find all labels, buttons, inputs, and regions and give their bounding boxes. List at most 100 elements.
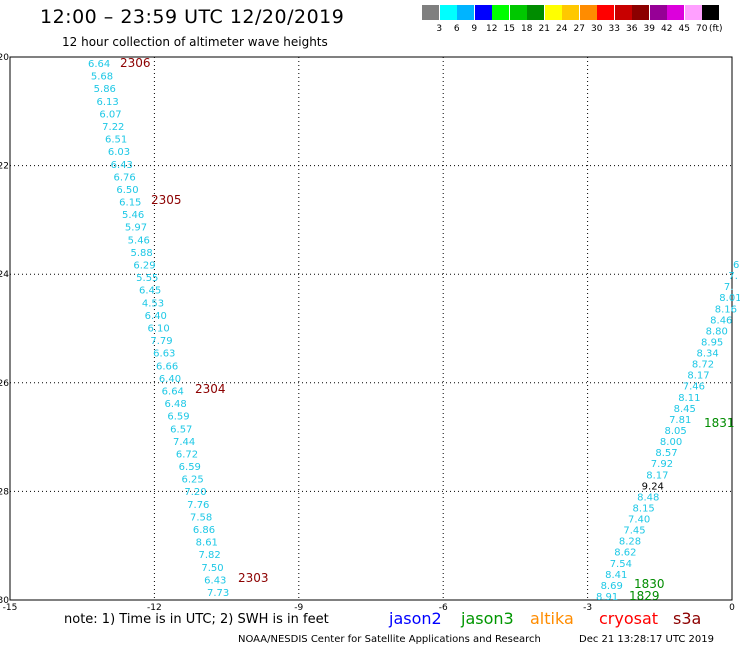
scale-swatch	[527, 5, 544, 20]
swh-value-label: 8.34	[696, 349, 718, 360]
swh-value-label: 8.15	[633, 503, 655, 514]
scale-label: 33	[608, 24, 620, 34]
scale-label: 39	[643, 24, 655, 34]
swh-value-label: 6.45	[139, 286, 161, 297]
swh-value-label: 5.97	[125, 223, 147, 234]
swh-value-label: 8.91	[596, 592, 618, 603]
swh-value-label: 7.45	[623, 526, 645, 537]
swh-value-label: 7.79	[150, 336, 172, 347]
lat-tick-label: -24	[0, 270, 9, 280]
swh-value-label: 6.72	[176, 449, 198, 460]
swh-value-label: 6.43	[204, 575, 226, 586]
scale-label: 30	[591, 24, 603, 34]
swh-value-label: 6.40	[159, 374, 181, 385]
map-title: 12:00 – 23:59 UTC 12/20/2019	[40, 6, 345, 28]
swh-value-label: 6.48	[165, 399, 187, 410]
swh-value-label: 7.58	[190, 512, 212, 523]
legend-jason2: jason2	[389, 609, 442, 628]
swh-value-label: 6.66	[156, 361, 178, 372]
swh-value-label: 5.86	[94, 84, 116, 95]
swh-value-label: 7.20	[184, 487, 206, 498]
swh-value-label: 6.29	[133, 261, 155, 272]
scale-label: 42	[661, 24, 673, 34]
scale-swatch	[684, 5, 702, 20]
swh-value-label: 6.86	[193, 525, 215, 536]
scale-label: 15	[503, 24, 515, 34]
swh-value-label: 7.22	[102, 122, 124, 133]
legend-cryosat: cryosat	[599, 609, 659, 628]
scale-swatch	[492, 5, 509, 20]
lat-tick-label: -28	[0, 487, 9, 497]
axis-ticks: -20-22-24-26-28-30-15-12-9-6-30	[0, 53, 735, 610]
footer-note: note: 1) Time is in UTC; 2) SWH is in fe…	[64, 612, 329, 627]
swh-value-label: 8.80	[706, 326, 728, 337]
scale-label: 45	[678, 24, 690, 34]
swh-value-label: 7.54	[610, 559, 632, 570]
track-time-label: 2304	[195, 382, 226, 396]
legend-s3a: s3a	[673, 609, 702, 628]
lat-tick-label: -20	[0, 53, 9, 63]
swh-value-label: 5.46	[128, 235, 150, 246]
swh-value-label: 6.03	[108, 147, 130, 158]
swh-value-label: 8.46	[710, 315, 732, 326]
swh-value-label: 5.46	[122, 210, 144, 221]
track-time-label: 2303	[238, 571, 269, 585]
lon-tick-label: -15	[3, 603, 18, 610]
scale-swatch	[457, 5, 474, 20]
swh-value-label: 7.	[728, 271, 738, 282]
track-time-label: 1831	[704, 416, 735, 430]
swh-value-label: 8.72	[692, 360, 714, 371]
lon-tick-label: -9	[294, 603, 303, 610]
scale-swatch	[579, 5, 597, 20]
swh-value-label: 8.17	[646, 470, 668, 481]
track-cryosat-swh-labels: 6.645.685.866.136.077.226.516.036.436.76…	[88, 59, 229, 599]
swh-value-label: 6.63	[153, 349, 175, 360]
swh-value-label: 8.28	[619, 537, 641, 548]
lon-tick-label: -3	[583, 603, 592, 610]
swh-value-label: 4.53	[142, 298, 164, 309]
scale-swatch	[597, 5, 614, 20]
swh-value-label: 6.43	[111, 160, 133, 171]
swh-value-label: 6.57	[170, 424, 192, 435]
scale-swatch	[632, 5, 649, 20]
swh-value-label: 8.57	[655, 448, 677, 459]
swh-value-label: 6.07	[99, 109, 121, 120]
swh-value-label: 7.81	[669, 415, 691, 426]
swh-value-label: 6.59	[179, 462, 201, 473]
legend-altika: altika	[530, 609, 574, 628]
credit-line: NOAA/NESDIS Center for Satellite Applica…	[238, 634, 541, 645]
scale-swatch	[667, 5, 684, 20]
scale-swatch	[649, 5, 667, 20]
scale-label: 21	[538, 24, 550, 34]
swh-value-label: 8.95	[701, 337, 723, 348]
swh-value-label: 8.05	[665, 426, 687, 437]
swh-value-label: 8.01	[719, 293, 740, 304]
swh-value-label: 7.40	[628, 515, 650, 526]
swh-value-label: 5.55	[136, 273, 158, 284]
swh-value-label: 8.62	[614, 548, 636, 559]
swh-value-label: 6.10	[148, 324, 170, 335]
track-time-label: 2306	[120, 56, 151, 70]
swh-value-label: 6.25	[182, 475, 204, 486]
swh-value-label: 8.11	[678, 393, 700, 404]
swh-value-label: 6.76	[114, 172, 136, 183]
scale-label: 6	[453, 24, 460, 34]
swh-value-label: 6.13	[97, 97, 119, 108]
scale-label: 24	[556, 24, 568, 34]
swh-value-label: 6.64	[162, 386, 184, 397]
lon-tick-label: -12	[147, 603, 162, 610]
map-grid	[9, 56, 733, 601]
generation-timestamp: Dec 21 13:28:17 UTC 2019	[579, 634, 714, 645]
scale-swatch	[544, 5, 562, 20]
swh-value-label: 8.16	[715, 304, 737, 315]
scale-swatch	[509, 5, 527, 20]
swh-value-label: 9.24	[642, 481, 664, 492]
swh-value-label: 7.92	[651, 459, 673, 470]
lon-tick-label: -6	[439, 603, 448, 610]
swh-value-label: 7.76	[187, 500, 209, 511]
swh-value-label: 8.00	[660, 437, 682, 448]
swh-value-label: 7.46	[683, 382, 705, 393]
lat-tick-label: -22	[0, 162, 9, 172]
swh-value-label: 7.82	[199, 550, 221, 561]
